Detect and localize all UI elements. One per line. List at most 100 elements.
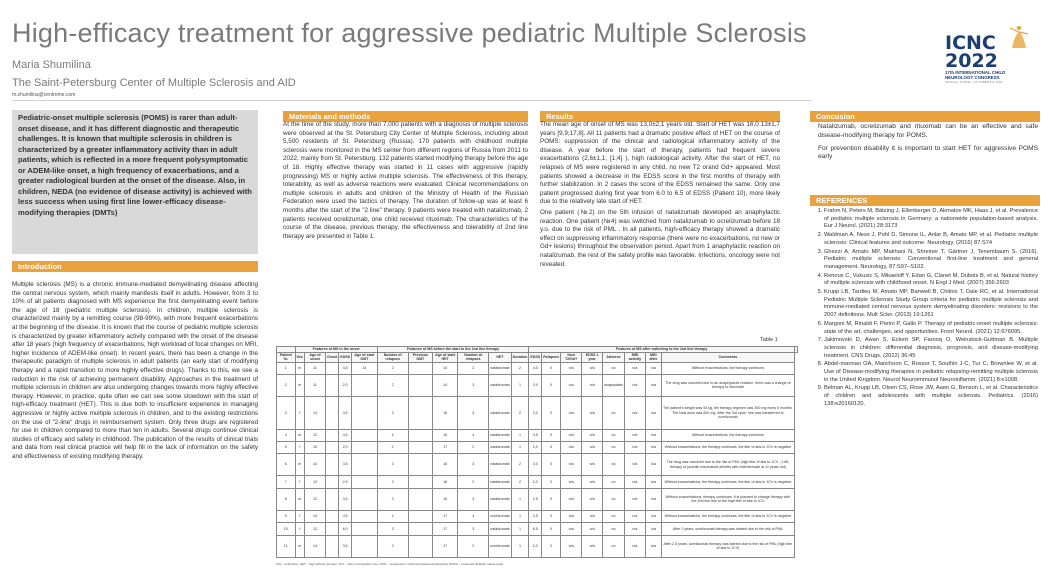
table-cell: 3 (276, 396, 296, 430)
results-text-2: One patient (№2) on the 5th infusion of … (540, 208, 780, 268)
table-cell: n/a (644, 475, 662, 489)
table-cell: Without exacerbations, the therapy conti… (660, 428, 795, 442)
table-cell: 2 (457, 440, 490, 455)
table-cell: 14 (303, 534, 327, 559)
table-row: 8 m 12 3,0 3 15 3 natalizumab 1 2,5 0 n/a n/a no n/a n/… (276, 487, 798, 512)
table-cell: 11 (303, 361, 327, 375)
table-cell: 0 (541, 487, 561, 512)
table-cell (325, 361, 340, 375)
table-cell: 2 (510, 475, 530, 489)
table-column-header: Number of relapses (376, 351, 409, 363)
table-cell: natalizumab (488, 361, 512, 375)
table-cell (325, 396, 340, 430)
table-column-header: Onset (325, 351, 340, 363)
table-cell: 0 (541, 428, 561, 442)
table-cell: 4 (457, 428, 490, 442)
table-cell: 2 (376, 373, 409, 398)
table-cell: 4 (376, 428, 409, 442)
table-column-header: Relapses (541, 351, 561, 363)
table-row: 1 m 11 4,5 14 2 14 2 natalizumab 2 4,0 0 n/a n/a no n/a… (276, 361, 798, 375)
table-cell: natalizumab (488, 373, 512, 398)
table-cell: 2 (276, 373, 296, 398)
introduction-heading: Introduction (12, 261, 258, 272)
table-cell: n/a (624, 373, 646, 398)
table-group-spacer (793, 346, 799, 353)
reference-item: Abdel-mannan OA, Manchoon C, Rossor T, S… (824, 361, 1038, 384)
table-column-header: Age of start DMT (351, 351, 378, 363)
table-cell: 2 (457, 534, 490, 559)
table-cell: 4 (376, 509, 409, 524)
table-cell: 14 (432, 373, 459, 398)
table-column-header: Age of onset (303, 351, 327, 363)
table-cell: no (602, 361, 626, 375)
table-cell: 0 (541, 361, 561, 375)
table-cell (407, 373, 434, 398)
table-cell: 2 (376, 440, 409, 455)
table-cell: Without exacerbations, the therapy conti… (660, 440, 795, 455)
table-cell: 2 (510, 453, 530, 477)
table-cell: no (602, 509, 626, 524)
table-cell: n/a (559, 475, 583, 489)
reference-item: Waldman A, Ness J, Pohl D, Simone IL, An… (824, 232, 1038, 247)
table-cell: no (602, 534, 626, 559)
table-cell: m (294, 453, 305, 477)
table-cell (325, 522, 340, 536)
table-cell: 4 (457, 509, 490, 524)
reference-item: Belman AL, Krupp LB, Olsen CS, Rose JW, … (824, 385, 1038, 408)
table-row: 10 f 13 6,0 3 17 3 natalizumab 1 6,5 0 n/a n/a no n/a n… (276, 522, 798, 536)
reference-item: Margoni M, Rinaldi F, Perini P, Gallo P.… (824, 321, 1038, 336)
table-cell: n/a (581, 475, 604, 489)
table-cell: n/a (644, 453, 662, 477)
table-cell: 6,0 (338, 522, 353, 536)
table-cell: m (294, 487, 305, 512)
results-text-1: The mean age of onset of MS was 13,0±2,1… (540, 121, 780, 206)
table-row: 5 f 15 2,0 2 17 2 natalizumab 1 2,0 0 n/a n/a no n/a n/… (276, 440, 798, 455)
table-cell: n/a (624, 509, 646, 524)
table-cell (407, 522, 434, 536)
table-cell: 2,0 (338, 373, 353, 398)
table-cell: f (294, 440, 305, 455)
table-cell: n/a (559, 534, 583, 559)
table-cell: 8 (276, 487, 296, 512)
table-cell: 13 (303, 475, 327, 489)
table-cell (407, 509, 434, 524)
table-cell: n/a (581, 373, 604, 398)
table-cell: f (294, 509, 305, 524)
table-cell: Without exacerbations, the therapy conti… (660, 361, 795, 375)
table-row: 2 m 11 2,0 2 14 3 natalizumab 1 3,0 0 n/a n/a anaphyl… (276, 373, 798, 398)
table-cell: 15 (432, 428, 459, 442)
conclusion-text-1: Natalizumab, ocrelizumab and rituximab c… (818, 123, 1038, 139)
author-name: Maria Shumilina (12, 59, 91, 71)
results-heading: Results (540, 111, 780, 122)
table-cell (351, 487, 378, 512)
table-cell: n/a (559, 396, 583, 430)
table-cell: 16 (432, 453, 459, 477)
references-heading: REFERENCES (810, 195, 1040, 206)
table-cell: 3,0 (338, 487, 353, 512)
table-cell (407, 534, 434, 559)
table-cell: n/a (644, 361, 662, 375)
table-cell: 3 (457, 396, 490, 430)
table-cell: 3 (376, 396, 409, 430)
table-cell: 2 (376, 361, 409, 375)
table-row: 11 m 14 3,0 2 17 2 ocrelizumab 1 2,0 0 n/a n/a no n/a n… (276, 534, 798, 559)
table-cell (351, 453, 378, 477)
table-cell: n/a (581, 487, 604, 512)
table-cell: no (602, 453, 626, 477)
table-cell: Without exacerbations, the therapy conti… (660, 475, 795, 489)
table-cell: 3,0 (528, 396, 543, 430)
table-cell: The drug was canceled due to the risk of… (660, 453, 795, 477)
results-section: The mean age of onset of MS was 13,0±2,1… (540, 121, 780, 269)
table-cell (407, 487, 434, 512)
table-cell (325, 428, 340, 442)
table-cell: n/a (644, 522, 662, 536)
table-cell: f (294, 522, 305, 536)
table-cell: 15 (432, 487, 459, 512)
table-cell: natalizumab (488, 440, 512, 455)
page-title: High-efficacy treatment for aggressive p… (12, 18, 807, 48)
table-cell: n/a (644, 509, 662, 524)
table-cell: 2,0 (528, 440, 543, 455)
table-cell: 2,5 (528, 487, 543, 512)
table-cell: 3 (457, 487, 490, 512)
table-cell: 15 (303, 440, 327, 455)
